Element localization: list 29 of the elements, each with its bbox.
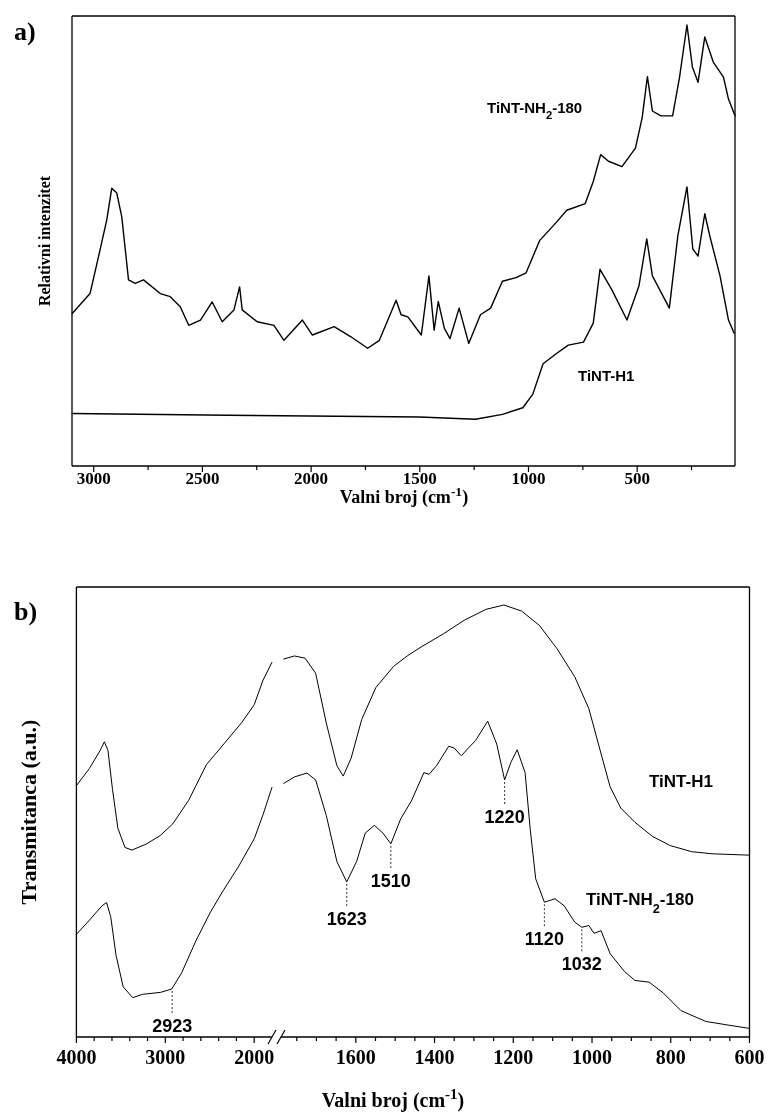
y-axis-title: Transmitanca (a.u.) [16,719,41,905]
x-tick-label: 1200 [493,1046,534,1068]
x-axis-title: Valni broj (cm$^{-1}$) [321,1086,465,1112]
series-label: TiNT-NH$_{2}$-180 [586,890,694,916]
chart-title: b) [14,597,38,626]
x-tick-label: 800 [655,1046,686,1068]
annotation: 2923 [152,1016,193,1037]
annotation: 1120 [524,929,564,950]
x-tick-label: 3000 [145,1046,186,1068]
x-tick-label: 1000 [572,1046,613,1068]
text: TiNT-NH$_{2}$-180 [487,99,583,121]
x-tick-label: 1000 [511,469,546,488]
x-tick-label: 500 [624,469,650,488]
x-tick-label: 2000 [234,1046,275,1068]
chart-title: a) [14,17,36,46]
x-tick-label: 2500 [185,469,220,488]
annotation: 1623 [326,908,367,929]
x-tick-label: 3000 [76,469,111,488]
y-axis-title: Relativni intenzitet [36,175,53,307]
annotation: 1032 [561,954,602,975]
x-tick-label: 1600 [335,1046,376,1068]
annotation: 1510 [370,870,411,891]
x-tick-label: 4000 [56,1046,97,1068]
annotation: 1220 [484,806,525,827]
x-tick-label: 600 [734,1046,765,1068]
x-tick-label: 1400 [414,1046,455,1068]
x-tick-label: 2000 [294,469,329,488]
series-label: TiNT-H1 [649,772,713,791]
series-label: TiNT-H1 [578,367,635,384]
